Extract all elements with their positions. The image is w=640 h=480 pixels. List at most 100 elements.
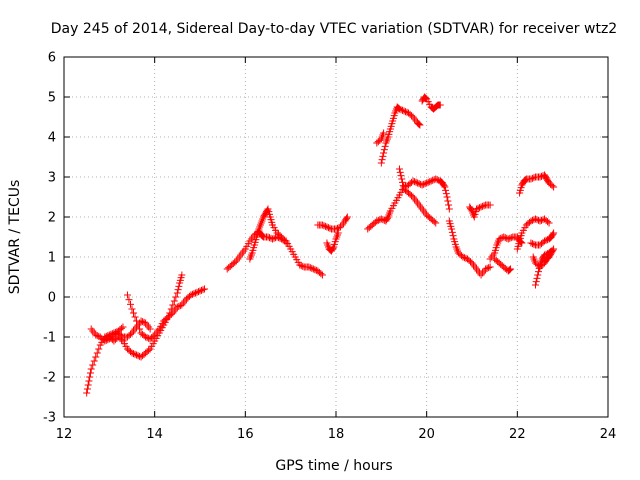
y-tick-label: 1: [48, 251, 56, 266]
data-point: [530, 174, 538, 182]
data-point: [383, 214, 391, 222]
data-point: [130, 350, 138, 358]
data-point: [409, 177, 417, 185]
data-point: [440, 182, 448, 190]
data-point: [506, 266, 514, 274]
data-point: [467, 206, 475, 214]
data-point: [548, 182, 556, 190]
data-point: [414, 179, 422, 187]
data-point: [318, 221, 326, 229]
data-point: [86, 373, 94, 381]
data-point: [187, 291, 195, 299]
series-arc17: [491, 255, 515, 275]
series-arc13: [418, 93, 444, 113]
data-point: [296, 261, 304, 269]
data-point: [507, 265, 515, 273]
data-point: [123, 291, 131, 299]
data-point: [420, 180, 428, 188]
data-point: [432, 175, 440, 183]
data-point: [174, 286, 182, 294]
series-arc11: [373, 129, 388, 147]
data-point: [134, 321, 142, 329]
data-point: [549, 230, 557, 238]
y-tick-label: 0: [48, 291, 56, 306]
y-tick-labels: -3 -2 -1 0 1 2 3 4 5 6: [43, 51, 56, 426]
data-point: [430, 218, 438, 226]
data-point: [231, 258, 239, 266]
y-tick-label: 6: [48, 51, 56, 66]
data-point: [305, 263, 313, 271]
data-point: [381, 142, 389, 150]
data-point: [415, 120, 423, 128]
series-arc7: [314, 213, 351, 233]
data-point: [196, 287, 204, 295]
data-point: [380, 146, 388, 154]
data-point: [83, 389, 91, 397]
data-point: [201, 285, 209, 293]
data-point: [92, 353, 100, 361]
data-point: [483, 264, 491, 272]
data-point: [126, 300, 134, 308]
data-point: [426, 178, 434, 186]
data-point: [480, 202, 488, 210]
y-tick-label: -1: [43, 331, 56, 346]
data-point: [396, 168, 404, 176]
data-point: [534, 271, 542, 279]
y-tick-label: -3: [43, 411, 56, 426]
data-point: [482, 265, 490, 273]
y-tick-label: 5: [48, 91, 56, 106]
data-point: [528, 216, 536, 224]
data-point: [133, 351, 141, 359]
data-point: [533, 216, 541, 224]
data-point: [408, 112, 416, 120]
y-tick-label: -2: [43, 371, 56, 386]
data-point: [266, 234, 274, 242]
data-point: [131, 350, 139, 358]
data-point: [299, 262, 307, 270]
data-point: [448, 228, 456, 236]
data-point: [149, 332, 157, 340]
data-point: [429, 176, 437, 184]
data-point: [117, 336, 125, 344]
data-point: [117, 324, 125, 332]
data-point: [379, 152, 387, 160]
data-point: [532, 278, 540, 286]
series-arc22: [529, 245, 558, 271]
data-point: [495, 235, 503, 243]
data-point: [549, 246, 557, 254]
data-point: [398, 175, 406, 183]
axis-ticks: [63, 56, 609, 418]
data-point: [133, 317, 141, 325]
data-point: [378, 156, 386, 164]
data-point: [321, 222, 329, 230]
data-point: [436, 101, 444, 109]
data-point: [474, 204, 482, 212]
data-point: [258, 232, 266, 240]
data-point: [398, 106, 406, 114]
data-point: [125, 296, 133, 304]
data-point: [193, 288, 201, 296]
data-point: [136, 325, 144, 333]
series-arc4: [123, 285, 209, 343]
x-tick-label: 24: [600, 427, 617, 442]
data-point: [418, 181, 426, 189]
data-point: [326, 224, 334, 232]
data-point: [377, 215, 385, 223]
data-point: [479, 202, 487, 210]
data-point: [485, 264, 493, 272]
data-point: [334, 224, 342, 232]
data-point: [130, 309, 138, 317]
x-tick-label: 12: [56, 427, 73, 442]
data-point: [320, 222, 328, 230]
data-point: [528, 240, 536, 248]
data-point: [395, 165, 403, 173]
data-point: [545, 219, 553, 227]
data-point: [142, 333, 150, 341]
data-point: [528, 174, 536, 182]
data-point: [486, 263, 494, 271]
data-point: [175, 282, 183, 290]
data-point: [427, 177, 435, 185]
data-point: [270, 234, 278, 242]
data-point: [541, 251, 549, 259]
